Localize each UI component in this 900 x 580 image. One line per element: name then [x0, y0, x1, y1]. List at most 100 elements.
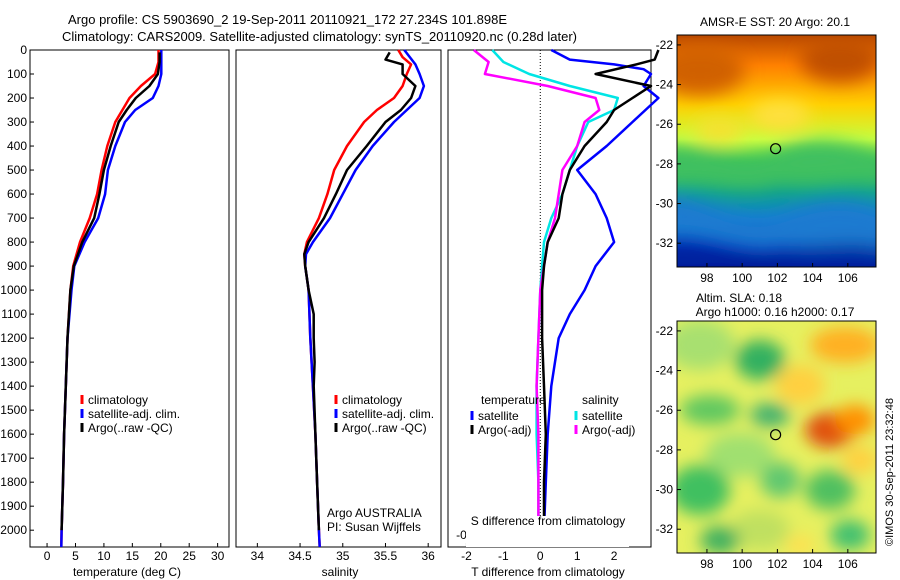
temperature-xlabel: temperature (deg C): [73, 565, 181, 579]
header-line-2: Climatology: CARS2009. Satellite-adjuste…: [62, 29, 577, 44]
lon-tick-label: 100: [732, 557, 752, 571]
salinity-axes-frame: [235, 49, 442, 548]
argo-program-label: Argo AUSTRALIA: [327, 506, 422, 520]
depth-tick-label: 100: [7, 67, 27, 81]
sla-map-frame: [676, 320, 877, 554]
lat-tick-label: -30: [656, 483, 674, 497]
profile-line: [540, 49, 660, 531]
lat-tick-label: -28: [656, 443, 674, 457]
x-tick-label: 2: [611, 549, 618, 563]
profile-line: [60, 52, 161, 531]
lat-tick-label: -26: [656, 117, 674, 131]
temperature-panel: 0100200300400500600700800900100011001200…: [0, 43, 230, 579]
legend-label: satellite-adj. clim.: [88, 407, 180, 421]
lon-tick-label: 98: [700, 271, 714, 285]
lon-tick-label: 106: [838, 271, 858, 285]
temperature-axes-frame: [29, 49, 230, 548]
depth-tick-label: 1300: [0, 355, 27, 369]
salinity-panel: 34 34.5 35 35.5 36 climatologysatellite-adj.…: [235, 49, 442, 579]
sla-lon-axis: 98 100 102 104 106: [700, 549, 858, 571]
lat-tick-label: -22: [656, 38, 674, 52]
x-tick-label: 30: [211, 549, 225, 563]
lon-tick-label: 104: [803, 557, 823, 571]
depth-tick-label: 1200: [0, 331, 27, 345]
lat-tick-label: -32: [656, 522, 674, 536]
lon-tick-label: 102: [767, 271, 787, 285]
lon-tick-label: 102: [767, 557, 787, 571]
x-tick-label: 15: [126, 549, 140, 563]
x-tick-label: 34.5: [288, 549, 312, 563]
imos-footer: ©IMOS 30-Sep-2011 23:32:48: [884, 398, 896, 546]
sst-lat-axis: -22 -24 -26 -28 -30 -32: [656, 38, 681, 250]
legend-label: Argo(-adj): [478, 423, 531, 437]
sla-map: Altim. SLA: 0.18 Argo h1000: 0.16 h2000:…: [656, 291, 877, 571]
depth-tick-label: 2000: [0, 523, 27, 537]
depth-tick-label: 500: [7, 163, 27, 177]
sst-map: AMSR-E SST: 20 Argo: 20.1 98 100 102 104 106…: [656, 15, 877, 285]
x-tick-label: 35: [336, 549, 350, 563]
sst-map-frame: [676, 34, 877, 268]
sst-features: [677, 38, 876, 267]
depth-tick-label: 800: [7, 235, 27, 249]
lat-tick-label: -22: [656, 324, 674, 338]
x-tick-label: -2: [461, 549, 472, 563]
difference-legend: temperaturesatelliteArgo(-adj)salinitysa…: [470, 393, 635, 437]
lat-tick-label: -30: [656, 197, 674, 211]
legend-label: satellite-adj. clim.: [342, 407, 434, 421]
x-tick-label: 10: [97, 549, 111, 563]
depth-tick-label: 700: [7, 211, 27, 225]
sla-features: [677, 321, 876, 553]
salinity-profiles: [303, 49, 426, 548]
x-tick-label: -1: [498, 549, 509, 563]
legend-label: satellite: [478, 409, 519, 423]
legend-label: climatology: [342, 393, 402, 407]
depth-tick-label: 1800: [0, 475, 27, 489]
lon-tick-label: 100: [732, 271, 752, 285]
lat-tick-label: -24: [656, 78, 674, 92]
sla-map-subtitle: Argo h1000: 0.16 h2000: 0.17: [696, 305, 855, 319]
sla-map-title: Altim. SLA: 0.18: [696, 291, 782, 305]
x-tick-label: 34: [251, 549, 265, 563]
x-tick-label: 25: [183, 549, 197, 563]
difference-annotation-box: [466, 516, 629, 547]
lat-tick-label: -26: [656, 403, 674, 417]
legend-label: Argo(-adj): [582, 423, 635, 437]
profile-line: [542, 48, 660, 531]
depth-tick-label: 400: [7, 139, 27, 153]
depth-tick-label: 900: [7, 259, 27, 273]
pi-label: PI: Susan Wijffels: [327, 520, 421, 534]
depth-tick-label: 0: [20, 43, 27, 57]
depth-tick-label: 200: [7, 91, 27, 105]
lon-tick-label: 98: [700, 557, 714, 571]
legend-label: Argo(..raw -QC): [342, 421, 427, 435]
x-tick-label: 1: [574, 549, 581, 563]
depth-axis: 0 100 200 300 400 500 600 700 800 900 1000 1100 1200…: [0, 43, 34, 537]
lat-tick-label: -32: [656, 236, 674, 250]
depth-tick-label: 1400: [0, 379, 27, 393]
depth-tick-label: 1600: [0, 427, 27, 441]
depth-tick-label: 1700: [0, 451, 27, 465]
s-difference-label: S difference from climatology: [471, 514, 626, 528]
depth-tick-label: 1100: [1, 307, 27, 321]
legend-label: climatology: [88, 393, 148, 407]
difference-profiles: [473, 48, 660, 547]
sst-field: [677, 35, 876, 267]
sst-map-title: AMSR-E SST: 20 Argo: 20.1: [700, 15, 850, 29]
depth-tick-label: 1900: [0, 499, 27, 513]
t-difference-label: T difference from climatology: [471, 565, 625, 579]
legend-title: salinity: [582, 393, 619, 407]
x-tick-label: 5: [72, 549, 79, 563]
temperature-x-axis: 0 5 10 15 20 25 30: [44, 543, 225, 563]
x-tick-label: 0: [44, 549, 51, 563]
profile-line: [473, 49, 601, 531]
temperature-profiles: [60, 50, 163, 548]
salinity-xlabel: salinity: [322, 565, 359, 579]
sst-lon-axis: 98 100 102 104 106: [700, 263, 858, 285]
depth-tick-label: 600: [7, 187, 27, 201]
profile-line: [303, 51, 417, 531]
lon-tick-label: 104: [803, 271, 823, 285]
